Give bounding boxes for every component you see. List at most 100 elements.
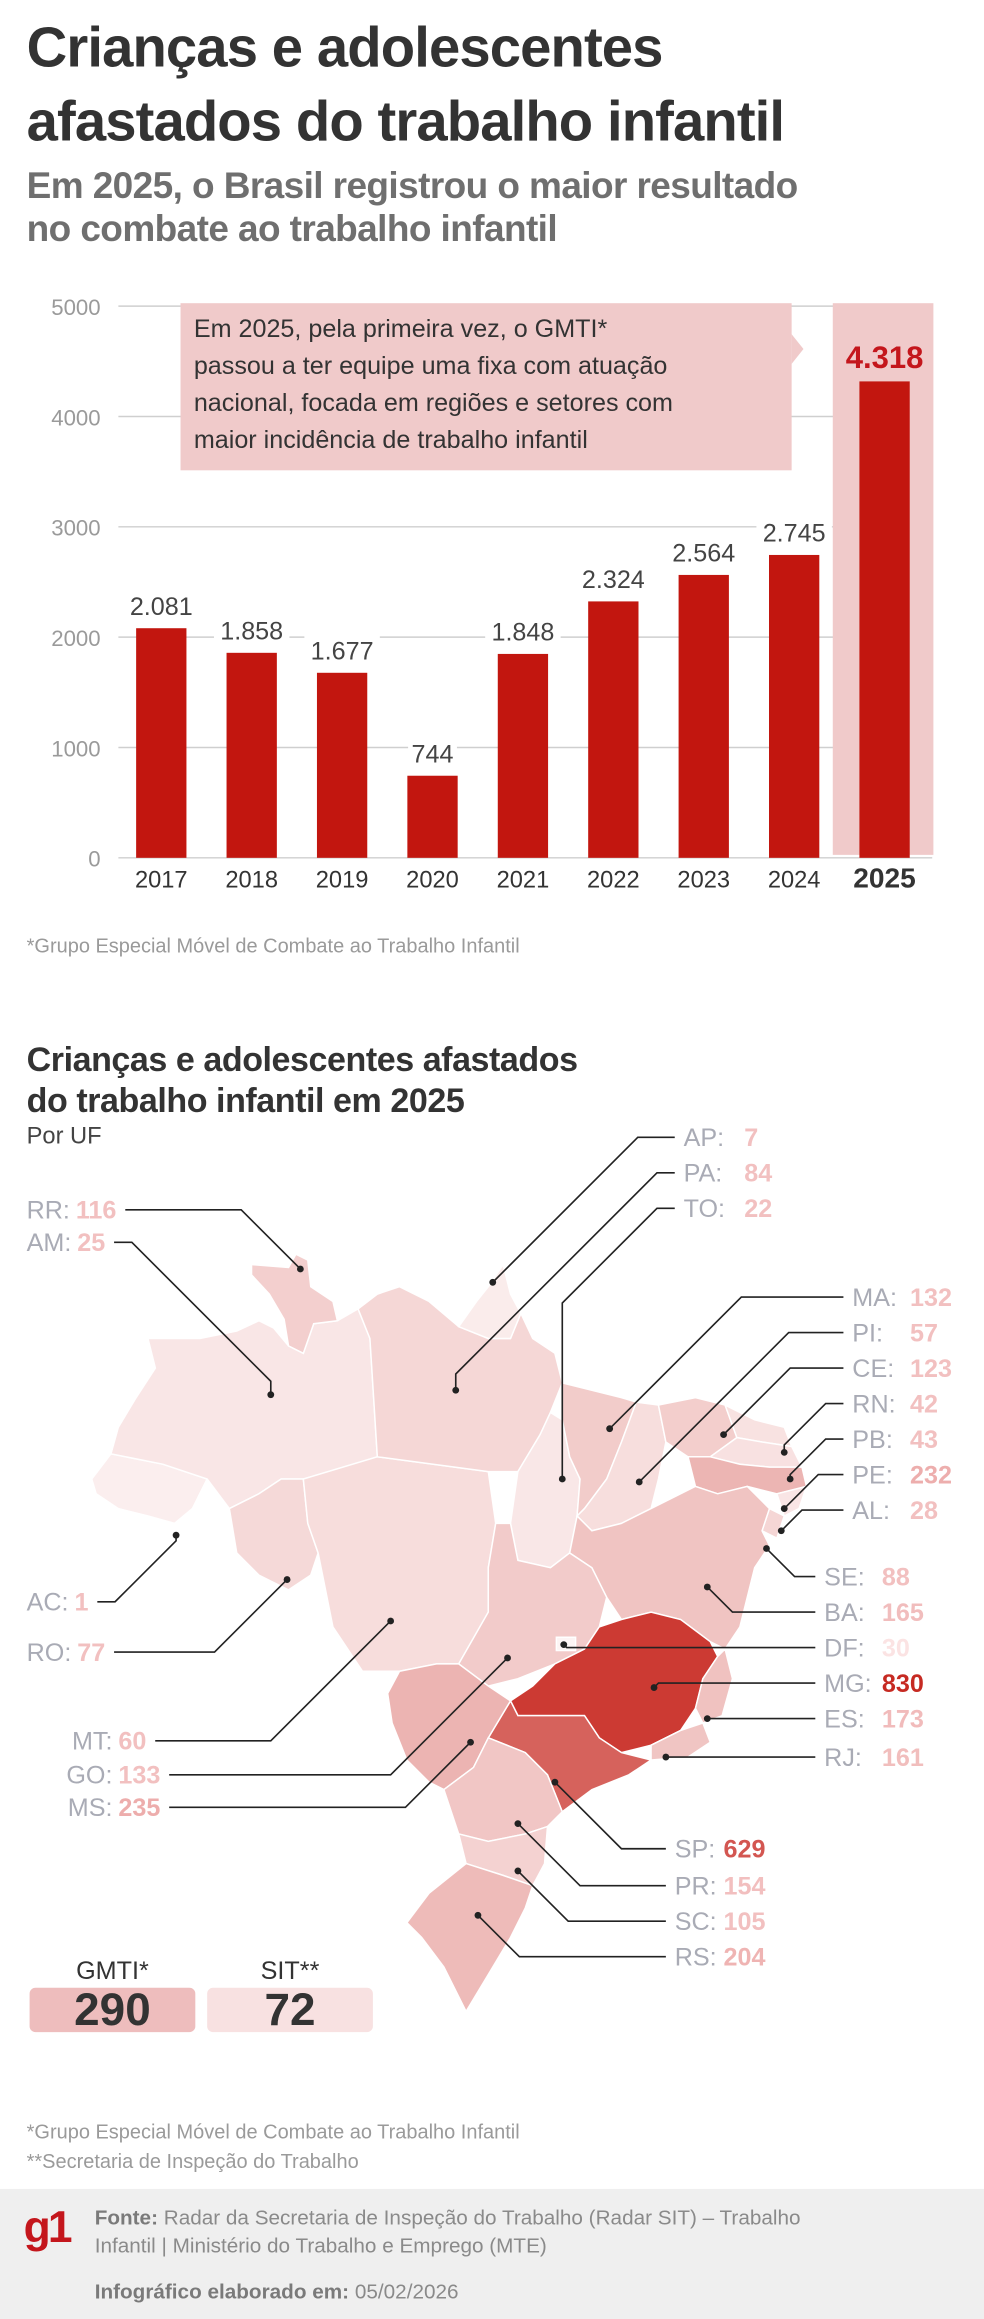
state-code-label: ES: <box>824 1705 865 1733</box>
state-dot-pe <box>780 1505 788 1512</box>
bar-2019 <box>316 672 368 858</box>
map-subtitle: Por UF <box>26 1124 102 1150</box>
x-tick-label: 2019 <box>316 867 369 893</box>
states <box>90 1253 808 2013</box>
bar-value-label: 1.848 <box>491 619 554 647</box>
annotation-line: maior incidência de trabalho infantil <box>194 426 588 454</box>
state-value-label: 123 <box>910 1355 952 1383</box>
state-value-label: 60 <box>118 1728 146 1756</box>
leader-line-pe <box>783 1473 844 1510</box>
footer <box>0 2188 984 2319</box>
y-tick-label: 3000 <box>51 516 100 541</box>
bar-2018 <box>226 652 277 858</box>
bar-value-label: 1.858 <box>220 618 283 646</box>
state-code-label: SP: <box>675 1836 716 1864</box>
footnote-sit: **Secretaria de Inspeção do Trabalho <box>26 2150 359 2173</box>
state-dot-rn <box>780 1448 788 1456</box>
bar-value-label: 744 <box>412 740 454 768</box>
state-value-label: 84 <box>744 1160 772 1188</box>
source-line-2: Infantil | Ministério do Trabalho e Empr… <box>94 2233 547 2257</box>
subtitle-line-2: no combate ao trabalho infantil <box>26 208 558 250</box>
leader-line-al <box>780 1509 844 1532</box>
leader-line-ap <box>492 1136 675 1283</box>
y-tick-label: 0 <box>88 847 100 872</box>
chart-footnote: *Grupo Especial Móvel de Combate ao Trab… <box>26 934 520 957</box>
state-code-label: PI: <box>852 1319 883 1347</box>
state-dot-pb <box>786 1475 794 1483</box>
state-dot-sp <box>551 1778 559 1786</box>
state-value-label: 43 <box>910 1426 938 1454</box>
state-code-label: TO: <box>684 1195 725 1223</box>
state-code-label: AM: <box>27 1229 72 1257</box>
state-value-label: 22 <box>744 1195 772 1223</box>
bar-label-background <box>575 562 652 593</box>
state-code-label: CE: <box>852 1355 894 1383</box>
page-title: Crianças e adolescentes afastados do tra… <box>27 12 785 160</box>
source-text: Fonte: Radar da Secretaria de Inspeção d… <box>95 2204 801 2260</box>
bar-value-label: 2.564 <box>672 540 735 568</box>
state-code-label: SC: <box>675 1908 717 1936</box>
state-value-label: 154 <box>724 1873 766 1901</box>
state-value-label: 116 <box>76 1197 117 1225</box>
bar-value-label: 2.745 <box>763 520 826 548</box>
x-tick-label: 2025 <box>853 862 916 893</box>
bar-2022 <box>588 601 639 858</box>
gmti-total: 290 <box>29 1986 196 2033</box>
state-code-label: GO: <box>66 1762 112 1790</box>
state-code-label: PE: <box>852 1461 893 1489</box>
state-code-label: MS: <box>68 1794 113 1822</box>
map-title-line-2: do trabalho infantil em 2025 <box>26 1081 465 1120</box>
bar-2020 <box>407 775 458 858</box>
state-value-label: 132 <box>910 1284 952 1312</box>
state-value-label: 105 <box>724 1908 766 1936</box>
leader-line-pr <box>517 1823 666 1887</box>
state-dot-se <box>763 1545 770 1552</box>
state-value-label: 133 <box>118 1762 160 1790</box>
state-code-label: BA: <box>824 1599 865 1627</box>
state-ap <box>457 1262 522 1340</box>
annotation-box: Em 2025, pela primeira vez, o GMTI* pass… <box>180 303 804 471</box>
leader-line-sc <box>517 1870 666 1923</box>
state-code-label: PR: <box>675 1873 717 1901</box>
state-code-label: AP: <box>684 1124 725 1152</box>
state-dot-ma <box>606 1425 614 1433</box>
subtitle-line-1: Em 2025, o Brasil registrou o maior resu… <box>26 165 799 208</box>
source-label: Fonte: <box>94 2205 158 2229</box>
leader-line-am <box>114 1241 272 1395</box>
title-line-1: Crianças e adolescentes <box>26 17 664 80</box>
bar-label-background <box>123 589 200 620</box>
state-value-label: 173 <box>882 1705 924 1733</box>
bar-2025 <box>859 381 910 858</box>
leader-line-mt <box>155 1620 392 1742</box>
leader-line-rs <box>477 1914 666 1958</box>
state-code-label: RN: <box>852 1390 895 1418</box>
state-dot-es <box>703 1715 711 1722</box>
leader-line-ce <box>722 1367 844 1436</box>
state-value-label: 204 <box>724 1944 766 1972</box>
state-value-label: 7 <box>744 1124 758 1152</box>
state-value-label: 830 <box>882 1670 924 1698</box>
bar-label-background <box>213 614 290 644</box>
page-subtitle: Em 2025, o Brasil registrou o maior resu… <box>26 165 799 252</box>
state-dot-pi <box>635 1478 643 1486</box>
annotation-line: Em 2025, pela primeira vez, o GMTI* <box>194 315 608 343</box>
state-value-label: 235 <box>118 1794 160 1822</box>
bar-value-label: 1.677 <box>311 637 374 665</box>
leader-line-to <box>561 1207 675 1479</box>
state-code-label: DF: <box>824 1634 864 1662</box>
sit-total: 72 <box>207 1986 373 2033</box>
state-dot-ba <box>703 1583 711 1591</box>
state-code-label: RJ: <box>824 1744 862 1772</box>
state-value-label: 1 <box>74 1589 88 1617</box>
bar-2024 <box>769 554 820 858</box>
state-dot-sc <box>514 1867 522 1875</box>
state-dot-df <box>560 1641 568 1649</box>
state-code-label: MG: <box>824 1670 871 1698</box>
bar-label-background <box>756 516 832 547</box>
state-value-label: 30 <box>882 1634 910 1662</box>
leader-lines <box>97 1136 844 1958</box>
leader-line-pa <box>454 1172 675 1391</box>
leader-line-se <box>765 1547 816 1578</box>
y-tick-label: 2000 <box>51 626 100 651</box>
